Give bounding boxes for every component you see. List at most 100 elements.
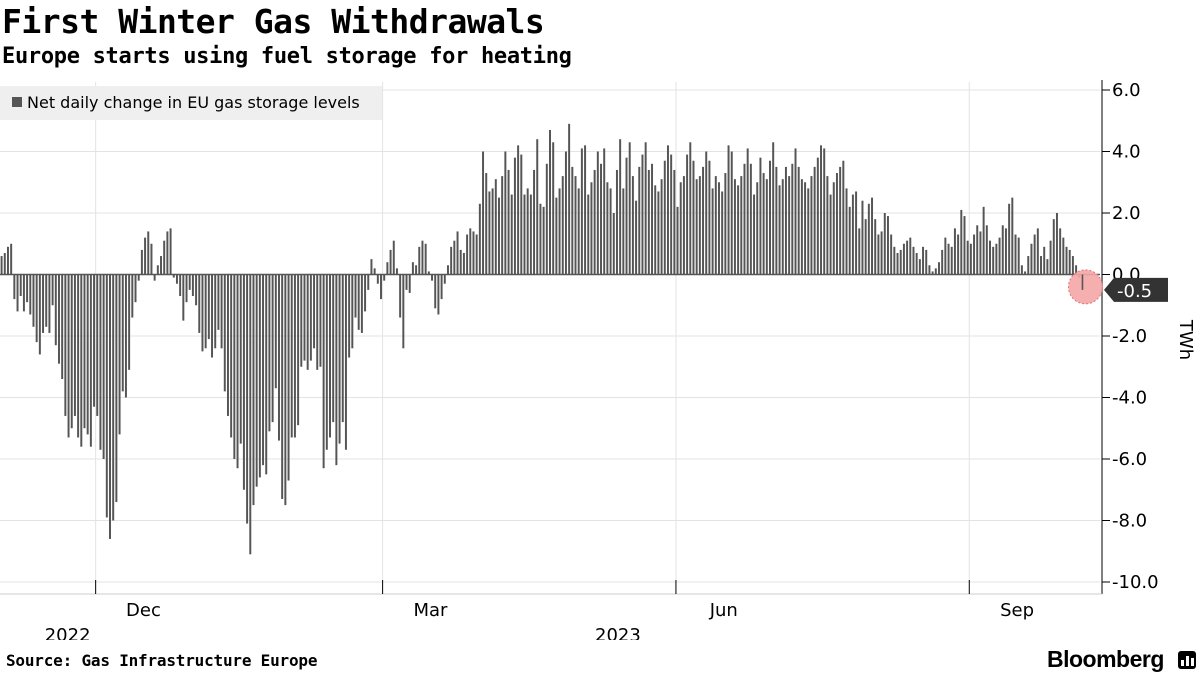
- data-bar: [995, 243, 998, 275]
- data-bar: [539, 203, 542, 275]
- data-bar: [957, 234, 960, 275]
- data-bar: [788, 176, 791, 275]
- data-bar: [300, 274, 303, 367]
- data-bar: [118, 274, 121, 435]
- data-bar: [73, 274, 76, 416]
- data-bar: [217, 274, 220, 330]
- data-bar: [357, 274, 360, 330]
- data-bar: [45, 274, 48, 327]
- data-bar: [769, 160, 771, 275]
- data-bar: [871, 197, 874, 275]
- data-bar: [628, 142, 631, 275]
- data-bar: [325, 274, 328, 450]
- data-bar: [207, 274, 210, 340]
- data-bar: [708, 160, 711, 275]
- data-bar: [555, 197, 558, 275]
- data-bar: [724, 173, 727, 275]
- data-bar: [293, 274, 296, 438]
- data-bar: [319, 274, 322, 367]
- data-bar: [858, 228, 861, 275]
- data-bar: [564, 151, 567, 275]
- data-bar: [1040, 256, 1043, 275]
- data-bar: [198, 274, 201, 333]
- data-bar: [204, 274, 207, 349]
- y-tick-label: 4.0: [1112, 142, 1141, 163]
- data-bar: [64, 274, 67, 416]
- data-bar: [829, 194, 832, 275]
- data-bar: [622, 188, 625, 275]
- data-bar: [804, 182, 807, 275]
- data-bar: [309, 274, 312, 361]
- data-bar: [367, 274, 370, 290]
- data-bar: [654, 185, 657, 275]
- data-bar: [405, 274, 408, 290]
- data-bar: [437, 274, 440, 315]
- data-bar: [558, 188, 561, 275]
- data-bar: [99, 274, 102, 450]
- data-bar: [6, 246, 9, 275]
- data-bar: [386, 262, 389, 275]
- data-bar: [83, 274, 86, 429]
- data-bar: [692, 160, 695, 275]
- data-bar: [32, 274, 35, 327]
- data-bar: [794, 148, 797, 275]
- data-bar: [877, 234, 880, 275]
- data-bar: [1071, 256, 1074, 275]
- data-bar: [947, 243, 950, 275]
- data-bar: [297, 274, 300, 426]
- data-bar: [80, 274, 83, 447]
- data-bar: [762, 173, 765, 275]
- data-bar: [721, 191, 724, 275]
- data-bar: [482, 151, 485, 275]
- data-bar: [389, 249, 392, 275]
- data-bar: [469, 228, 472, 275]
- data-bar: [772, 142, 775, 275]
- latest-value-highlight: [1067, 269, 1103, 305]
- data-bar: [494, 179, 497, 275]
- data-bar: [577, 188, 580, 275]
- data-bar: [593, 169, 596, 275]
- y-tick-label: -8.0: [1112, 511, 1147, 532]
- data-bar: [364, 274, 367, 312]
- data-bar: [574, 176, 577, 275]
- data-bar: [290, 274, 293, 438]
- y-tick-label: 2.0: [1112, 203, 1141, 224]
- data-bar: [520, 154, 523, 275]
- data-bar: [239, 274, 242, 444]
- data-bar: [485, 173, 488, 275]
- data-bar: [1065, 246, 1068, 275]
- data-bar: [644, 142, 647, 275]
- data-bar: [587, 194, 590, 275]
- data-bar: [51, 274, 54, 306]
- data-bar: [29, 274, 32, 315]
- data-bar: [778, 185, 781, 275]
- data-bar: [969, 243, 972, 275]
- data-bar: [265, 274, 268, 475]
- data-bar: [638, 166, 641, 275]
- data-bar: [354, 274, 357, 318]
- data-bar: [848, 206, 851, 275]
- data-bar: [1014, 234, 1017, 275]
- data-bar: [13, 274, 16, 300]
- data-bar: [1020, 265, 1023, 275]
- bloomberg-chart-icon: [1178, 651, 1196, 669]
- data-bar: [727, 145, 730, 275]
- data-bar: [22, 274, 25, 312]
- data-bar: [252, 274, 255, 506]
- data-bar: [124, 274, 127, 398]
- data-bar: [316, 274, 319, 370]
- data-bar: [462, 252, 465, 275]
- data-bar: [61, 274, 64, 380]
- data-bar: [845, 188, 848, 275]
- data-bar: [128, 274, 131, 370]
- data-bar: [1008, 203, 1011, 275]
- data-bar: [440, 274, 443, 300]
- data-bar: [1017, 237, 1020, 275]
- data-bar: [823, 148, 826, 275]
- chart-subtitle: Europe starts using fuel storage for hea…: [2, 44, 572, 69]
- data-bar: [679, 182, 682, 275]
- data-bar: [332, 274, 335, 423]
- data-bar: [953, 228, 956, 275]
- data-bar: [0, 256, 3, 275]
- data-bar: [660, 179, 663, 275]
